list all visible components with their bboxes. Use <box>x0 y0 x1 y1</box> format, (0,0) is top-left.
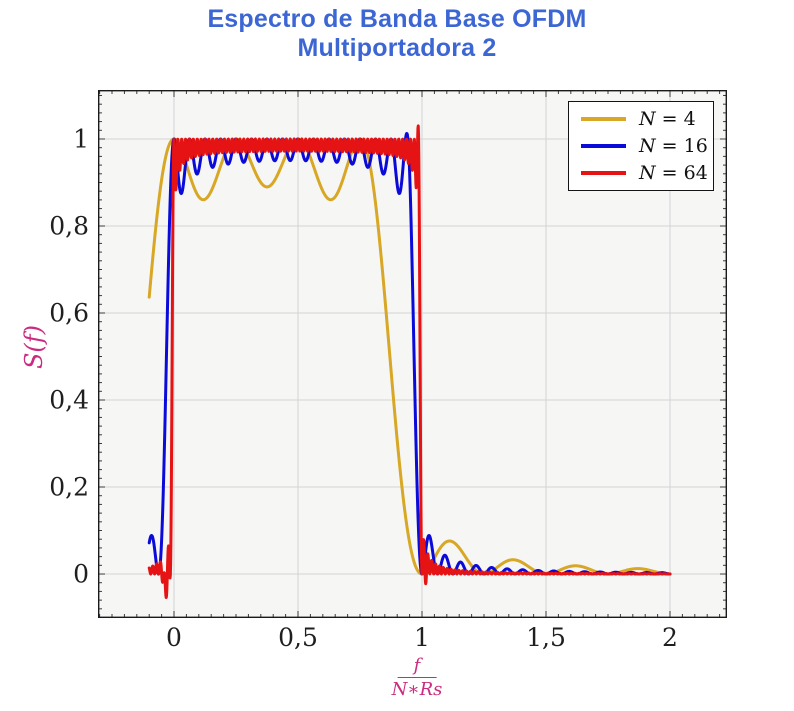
legend-line-sample <box>581 144 626 148</box>
x-tick-label: 1 <box>414 623 430 652</box>
legend-item-label: N = 4 <box>639 108 696 131</box>
chart-title: Espectro de Banda Base OFDM Multiportado… <box>0 5 794 63</box>
series-curves <box>147 124 672 600</box>
legend-item: N = 16 <box>569 133 713 160</box>
chart-title-line2: Multiportadora 2 <box>297 34 497 62</box>
y-axis-label: S(f) <box>20 325 48 369</box>
y-tick-label: 0 <box>73 559 89 589</box>
y-axis-label-text: S(f) <box>20 324 48 370</box>
legend-item-label: N = 16 <box>639 135 708 157</box>
x-axis-label-denominator: N∗Rs <box>391 679 443 700</box>
x-axis-label: f N∗Rs <box>392 655 443 700</box>
x-tick-label: 2 <box>662 623 678 652</box>
y-tick-label: 0,6 <box>49 298 89 328</box>
legend-line-sample <box>581 170 626 175</box>
chart-title-line1: Espectro de Banda Base OFDM <box>207 5 587 33</box>
plot-frame <box>98 90 727 618</box>
legend: N = 4 N = 16 N = 64 <box>568 101 714 191</box>
x-tick-label: 1,5 <box>526 623 566 652</box>
y-tick-label: 0,8 <box>49 211 89 241</box>
legend-line-sample <box>581 117 626 122</box>
series-line-N=64 <box>147 124 672 600</box>
plot-area: N = 4 N = 16 N = 64 0 0,5 1 1,5 2 0 0,2 0,4 0,6 0,8… <box>49 90 727 652</box>
legend-item: N = 64 <box>569 159 713 186</box>
x-tick-label: 0 <box>166 623 182 652</box>
x-tick-label: 0,5 <box>278 623 318 652</box>
legend-item-label: N = 64 <box>639 161 708 184</box>
x-axis-label-numerator: f <box>397 655 437 678</box>
y-tick-label: 0,4 <box>49 385 89 415</box>
y-tick-label: 1 <box>73 124 89 154</box>
legend-item: N = 4 <box>569 106 713 133</box>
y-tick-label: 0,2 <box>49 472 89 502</box>
